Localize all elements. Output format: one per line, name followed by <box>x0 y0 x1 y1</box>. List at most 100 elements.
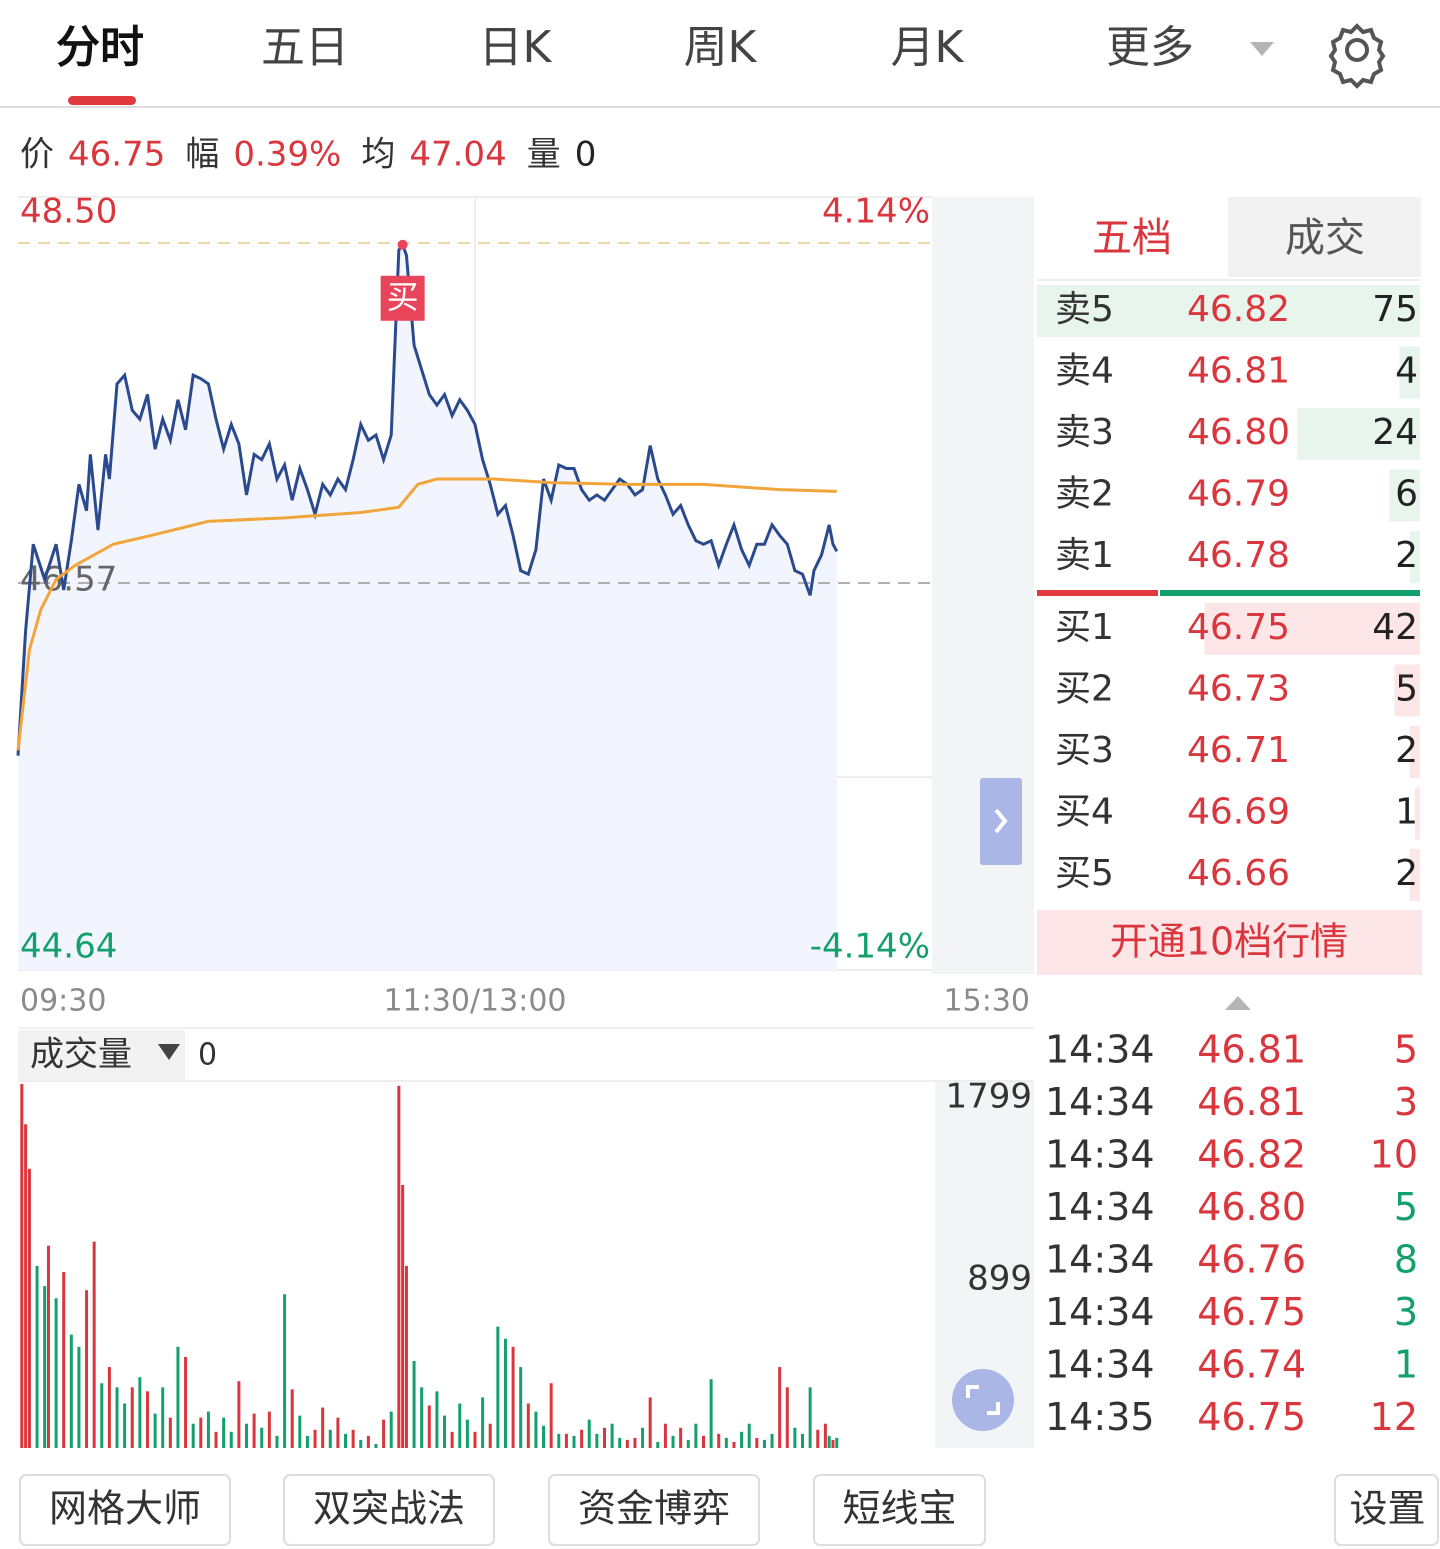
volume-bar <box>130 1387 134 1448</box>
level-price: 46.66 <box>1187 853 1290 894</box>
volume-bar <box>732 1441 736 1448</box>
trade-tag <box>380 275 425 321</box>
volume-bar <box>237 1381 241 1448</box>
level-label: 买4 <box>1055 792 1114 833</box>
volume-bar <box>290 1389 294 1448</box>
level-price: 46.78 <box>1187 535 1290 576</box>
x-tick-label: 11:30/13:00 <box>383 984 566 1019</box>
volume-bar <box>717 1433 721 1448</box>
level-price: 46.81 <box>1187 351 1290 392</box>
tab[interactable]: 日K <box>479 22 553 73</box>
tool-button[interactable] <box>19 1474 231 1546</box>
tab[interactable]: 五日 <box>261 22 349 73</box>
volume-bar <box>511 1346 515 1448</box>
trade-volume: 1 <box>1394 1343 1418 1387</box>
level-volume: 4 <box>1395 351 1418 392</box>
tool-button[interactable] <box>283 1474 495 1546</box>
volume-bar <box>206 1411 210 1448</box>
dropdown-arrow[interactable] <box>1250 42 1274 56</box>
orderbook-tab-bg <box>1228 197 1421 277</box>
y-tick-label: 48.50 <box>20 192 117 232</box>
tool-button-label[interactable]: 设置 <box>1349 1487 1425 1531</box>
depth-bar <box>1409 531 1420 583</box>
volume-bar <box>435 1391 439 1448</box>
volume-title[interactable]: 成交量 <box>30 1035 132 1075</box>
expand-panel-button[interactable] <box>980 778 1022 865</box>
volume-bar <box>46 1245 50 1448</box>
volume-bar <box>161 1387 165 1448</box>
volume-bar <box>808 1387 812 1448</box>
volume-bar <box>572 1435 576 1448</box>
promo-bg[interactable] <box>1037 910 1422 975</box>
volume-bar <box>328 1429 332 1448</box>
level-volume: 6 <box>1395 474 1418 515</box>
info-label: 幅 <box>185 135 219 175</box>
volume-bar <box>77 1346 81 1448</box>
y-tick-label: 44.64 <box>20 927 117 967</box>
volume-bar <box>587 1419 591 1448</box>
volume-bar <box>123 1403 127 1448</box>
fullscreen-button[interactable] <box>952 1369 1014 1431</box>
volume-bar <box>260 1427 264 1448</box>
volume-bar <box>344 1433 348 1448</box>
trade-price: 46.80 <box>1197 1185 1306 1229</box>
trade-point <box>397 239 408 250</box>
volume-bar <box>43 1286 47 1448</box>
info-value: 47.04 <box>409 135 506 175</box>
settings-icon[interactable] <box>1328 23 1386 89</box>
volume-bar <box>694 1423 698 1448</box>
info-label: 量 <box>527 135 561 175</box>
volume-bar <box>229 1431 233 1448</box>
tab[interactable]: 周K <box>684 22 758 73</box>
volume-bar <box>443 1415 447 1448</box>
tool-button[interactable] <box>1334 1474 1439 1546</box>
volume-bar <box>823 1423 827 1448</box>
volume-bar <box>199 1417 203 1448</box>
volume-bar <box>827 1435 831 1448</box>
average-line <box>16 477 837 751</box>
tool-button-label[interactable]: 网格大师 <box>49 1487 201 1531</box>
tool-button-label[interactable]: 资金博弈 <box>578 1487 730 1531</box>
volume-bar <box>450 1431 454 1448</box>
volume-bar <box>801 1433 805 1448</box>
level-price: 46.79 <box>1187 474 1290 515</box>
volume-bar <box>747 1423 751 1448</box>
level-label: 卖5 <box>1055 289 1114 330</box>
volume-bar <box>283 1294 287 1448</box>
trade-price: 46.74 <box>1197 1343 1306 1387</box>
volume-bar <box>92 1241 96 1448</box>
level-price: 46.82 <box>1187 289 1290 330</box>
tab[interactable]: 月K <box>891 22 965 73</box>
trade-time: 14:34 <box>1045 1028 1155 1072</box>
tool-button-label[interactable]: 双突战法 <box>313 1487 465 1531</box>
tab[interactable]: 更多 <box>1106 22 1194 73</box>
volume-bar <box>359 1439 363 1448</box>
volume-bar <box>549 1383 553 1448</box>
trade-volume: 10 <box>1370 1133 1418 1177</box>
volume-bar <box>496 1326 500 1448</box>
volume-bar <box>602 1427 606 1448</box>
collapse-arrow[interactable] <box>1225 996 1251 1010</box>
volume-selector[interactable] <box>18 1030 185 1080</box>
trade-volume: 3 <box>1394 1290 1418 1334</box>
volume-bar <box>176 1346 180 1448</box>
volume-bar <box>298 1415 302 1448</box>
promo-text[interactable]: 开通10档行情 <box>1110 920 1348 964</box>
volume-bar <box>663 1423 667 1448</box>
tab[interactable]: 分时 <box>56 22 144 73</box>
volume-bar <box>724 1437 728 1448</box>
level-price: 46.73 <box>1187 669 1290 710</box>
tool-button-label[interactable]: 短线宝 <box>842 1487 956 1531</box>
volume-bar <box>222 1417 226 1448</box>
volume-bar <box>27 1168 31 1448</box>
tool-button[interactable] <box>548 1474 760 1546</box>
info-value: 0.39% <box>233 135 341 175</box>
volume-bar <box>686 1439 690 1448</box>
tool-button[interactable] <box>813 1474 986 1546</box>
volume-bar <box>534 1411 538 1448</box>
volume-bar <box>412 1360 416 1448</box>
volume-bar <box>404 1265 408 1448</box>
orderbook-tab[interactable]: 成交 <box>1285 215 1365 261</box>
orderbook-tab[interactable]: 五档 <box>1092 215 1172 261</box>
volume-bar <box>389 1411 393 1448</box>
